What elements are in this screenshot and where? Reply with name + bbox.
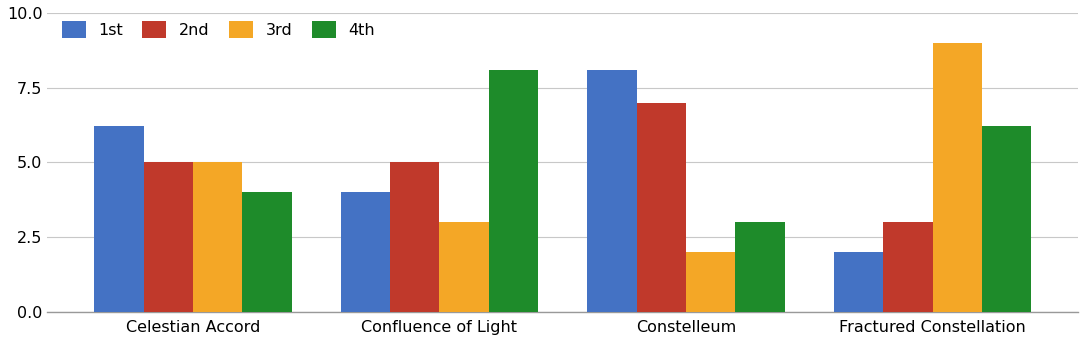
Bar — [94, 127, 143, 312]
Legend: 1st, 2nd, 3rd, 4th: 1st, 2nd, 3rd, 4th — [55, 15, 382, 44]
Bar — [982, 127, 1031, 312]
Bar — [736, 222, 784, 312]
Bar — [193, 162, 242, 312]
Bar — [439, 222, 488, 312]
Bar — [587, 70, 637, 312]
Bar — [883, 222, 933, 312]
Bar — [686, 252, 736, 312]
Bar — [143, 162, 193, 312]
Bar — [341, 192, 391, 312]
Bar — [391, 162, 439, 312]
Bar — [933, 43, 982, 312]
Bar — [242, 192, 292, 312]
Bar — [488, 70, 538, 312]
Bar — [834, 252, 883, 312]
Bar — [637, 103, 686, 312]
